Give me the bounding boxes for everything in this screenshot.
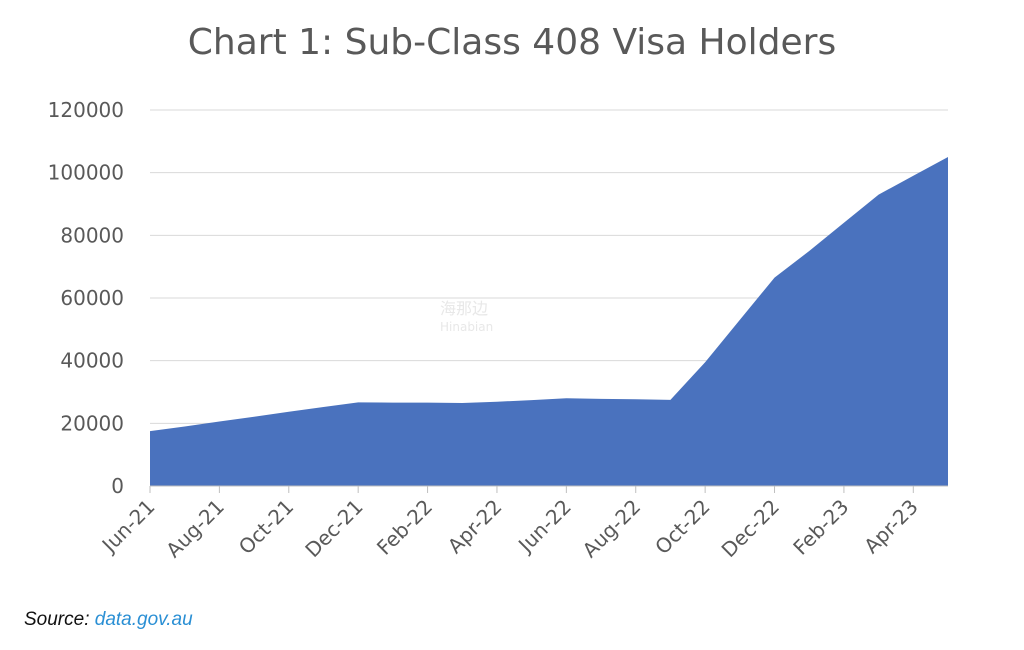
x-tick-label: Oct-22 — [650, 495, 715, 560]
x-tick-label: Feb-23 — [788, 495, 853, 560]
x-axis-labels: Jun-21 Aug-21 Oct-21 Dec-21 Feb-22 Apr-22 Jun-… — [96, 495, 923, 563]
x-tick-label: Aug-22 — [578, 495, 646, 563]
plot-area — [150, 157, 948, 486]
x-tick-label: Jun-22 — [512, 495, 576, 559]
y-tick-label: 80000 — [60, 223, 124, 247]
x-tick-label: Dec-21 — [300, 495, 367, 562]
chart-title: Chart 1: Sub-Class 408 Visa Holders — [187, 22, 837, 63]
area-series — [150, 157, 948, 486]
source-label: Source: — [24, 609, 90, 630]
y-tick-label: 20000 — [60, 411, 124, 435]
x-tick-label: Apr-22 — [443, 495, 507, 559]
x-tick-label: Oct-21 — [234, 495, 299, 560]
y-tick-label: 40000 — [60, 349, 124, 373]
source-link[interactable]: data.gov.au — [94, 609, 193, 630]
y-tick-label: 0 — [111, 474, 124, 498]
x-tick-label: Jun-21 — [96, 495, 160, 559]
x-tick-label: Feb-22 — [372, 495, 437, 560]
y-tick-label: 60000 — [60, 286, 124, 310]
y-axis-labels: 0 20000 40000 60000 80000 100000 120000 — [48, 98, 124, 498]
watermark-text-en: Hinabian — [440, 320, 494, 334]
x-tick-label: Aug-21 — [161, 495, 229, 563]
watermark-text-cn: 海那边 — [440, 299, 489, 318]
source-line: Source: data.gov.au — [24, 609, 193, 631]
x-tick-label: Dec-22 — [717, 495, 784, 562]
y-tick-label: 120000 — [48, 98, 124, 122]
x-axis — [149, 485, 948, 493]
watermark-logo: 海那边 Hinabian — [440, 300, 493, 336]
x-tick-label: Apr-23 — [859, 495, 923, 559]
y-tick-label: 100000 — [48, 161, 124, 185]
